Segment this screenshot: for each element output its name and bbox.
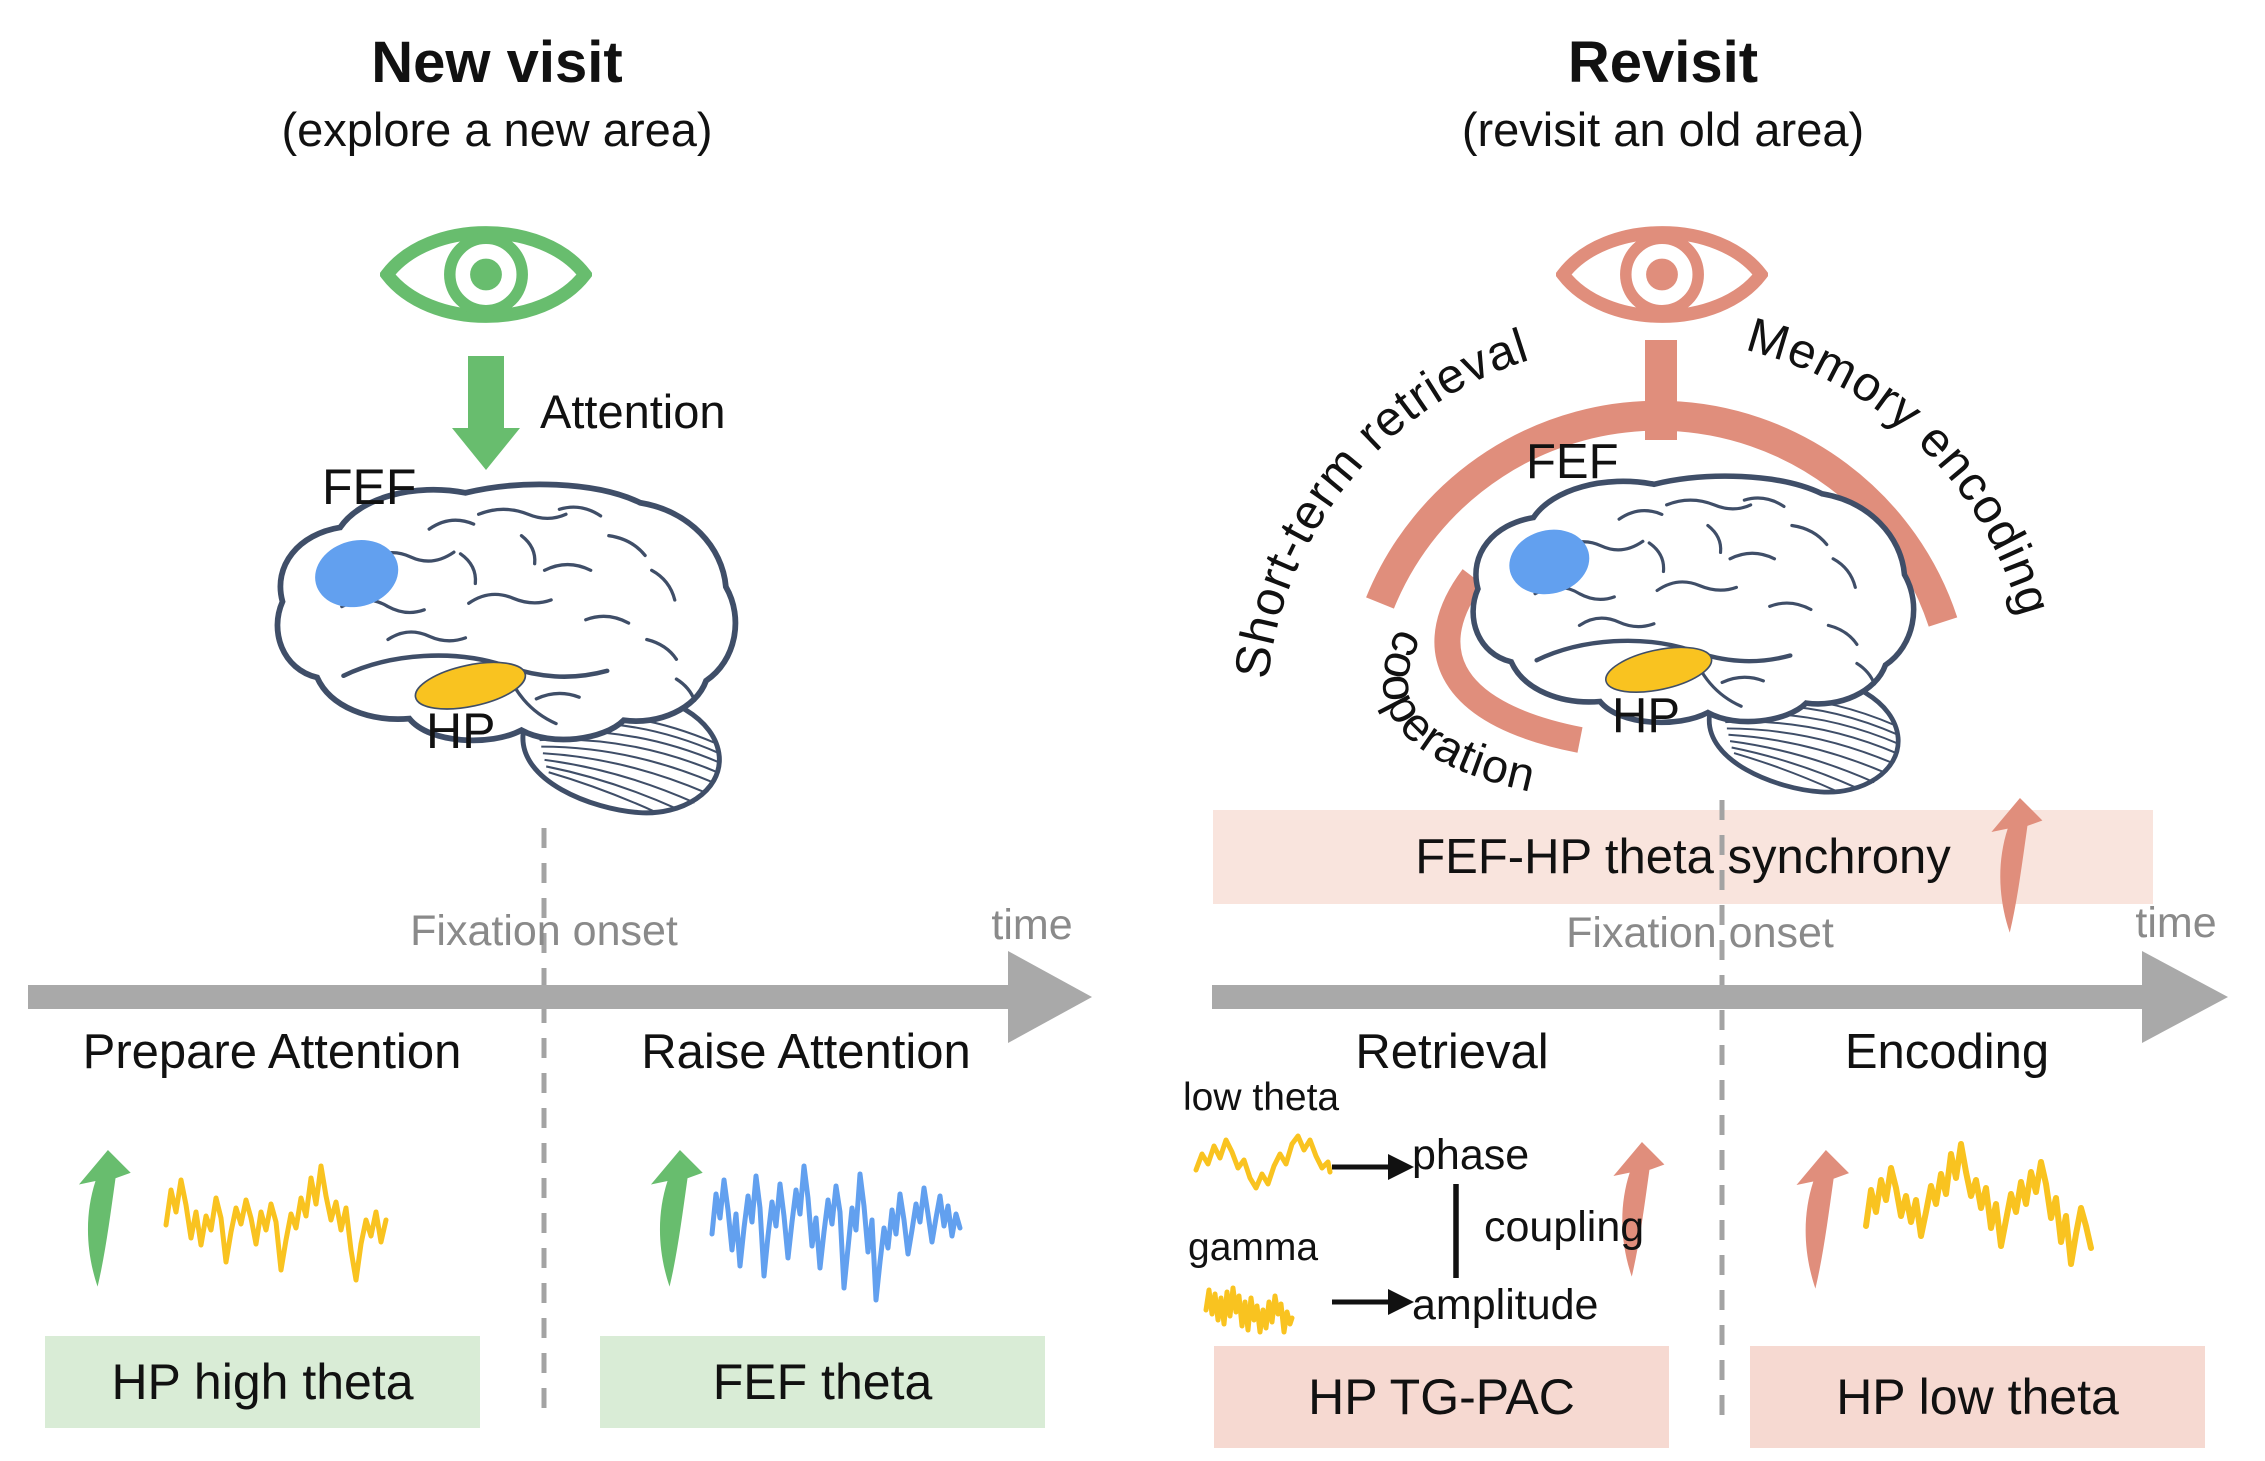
hp-label-left: HP bbox=[426, 703, 496, 759]
attention-down-arrow-icon bbox=[452, 356, 520, 470]
hp-high-theta-box: HP high theta bbox=[45, 1336, 480, 1428]
increase-arrow-icon-hp-high-theta bbox=[78, 1150, 131, 1287]
fixation-onset-label-right: Fixation onset bbox=[1566, 909, 1834, 957]
eye-icon-revisit bbox=[1563, 233, 1761, 316]
fef-theta-box-label: FEF theta bbox=[712, 1354, 933, 1410]
hp-low-theta-box-label: HP low theta bbox=[1836, 1369, 2119, 1425]
amplitude-arrow-icon bbox=[1332, 1289, 1414, 1315]
amplitude-label: amplitude bbox=[1412, 1281, 1599, 1329]
right-panel-title: Revisit bbox=[1567, 30, 1759, 95]
timeline-arrow-left bbox=[28, 951, 1092, 1043]
eye-icon-new-visit bbox=[387, 233, 585, 316]
hp-tg-pac-box-label: HP TG-PAC bbox=[1308, 1369, 1575, 1425]
retrieval-encoding-arc bbox=[1366, 400, 1958, 627]
cooperation-arc bbox=[1434, 569, 1583, 753]
brain-illustration-right bbox=[1473, 476, 1914, 792]
time-label-left: time bbox=[991, 901, 1073, 949]
hp-high-theta-wave bbox=[163, 1163, 389, 1283]
left-panel-subtitle: (explore a new area) bbox=[281, 103, 713, 156]
phase-arrow-icon bbox=[1332, 1154, 1414, 1180]
right-panel-subtitle: (revisit an old area) bbox=[1461, 103, 1865, 156]
fef-theta-wave bbox=[709, 1163, 963, 1303]
increase-arrow-icon-synchrony bbox=[1991, 798, 2043, 933]
hp-label-right: HP bbox=[1612, 689, 1681, 743]
phase-label: phase bbox=[1412, 1131, 1530, 1179]
increase-arrow-icon-hp-low-theta bbox=[1796, 1150, 1849, 1289]
brain-illustration-left bbox=[277, 484, 735, 812]
fixation-onset-label-left: Fixation onset bbox=[410, 907, 678, 955]
gamma-wave bbox=[1203, 1285, 1295, 1335]
gamma-label: gamma bbox=[1188, 1226, 1319, 1269]
raise-attention-label: Raise Attention bbox=[641, 1025, 971, 1079]
encoding-label: Encoding bbox=[1844, 1025, 2050, 1079]
hp-tg-pac-box: HP TG-PAC bbox=[1214, 1346, 1669, 1448]
time-label-right: time bbox=[2135, 899, 2217, 947]
hp-high-theta-box-label: HP high theta bbox=[111, 1354, 414, 1410]
low-theta-label: low theta bbox=[1183, 1076, 1340, 1119]
retrieval-label: Retrieval bbox=[1355, 1025, 1549, 1079]
fef-label-left: FEF bbox=[322, 459, 417, 515]
timeline-arrow-right bbox=[1212, 951, 2228, 1043]
prepare-attention-label: Prepare Attention bbox=[82, 1025, 462, 1079]
increase-arrow-icon-fef-theta bbox=[650, 1150, 703, 1287]
coupling-label: coupling bbox=[1484, 1203, 1645, 1251]
left-panel-title: New visit bbox=[371, 30, 623, 95]
hp-low-theta-wave bbox=[1863, 1141, 2094, 1267]
fef-label-right: FEF bbox=[1526, 435, 1619, 489]
fef-theta-box: FEF theta bbox=[600, 1336, 1045, 1428]
low-theta-wave bbox=[1193, 1133, 1333, 1191]
fef-hp-theta-synchrony-banner: FEF-HP theta synchrony bbox=[1213, 810, 2153, 904]
attention-label: Attention bbox=[540, 385, 726, 438]
hp-low-theta-box: HP low theta bbox=[1750, 1346, 2205, 1448]
fef-hp-theta-synchrony-label: FEF-HP theta synchrony bbox=[1415, 830, 1951, 884]
